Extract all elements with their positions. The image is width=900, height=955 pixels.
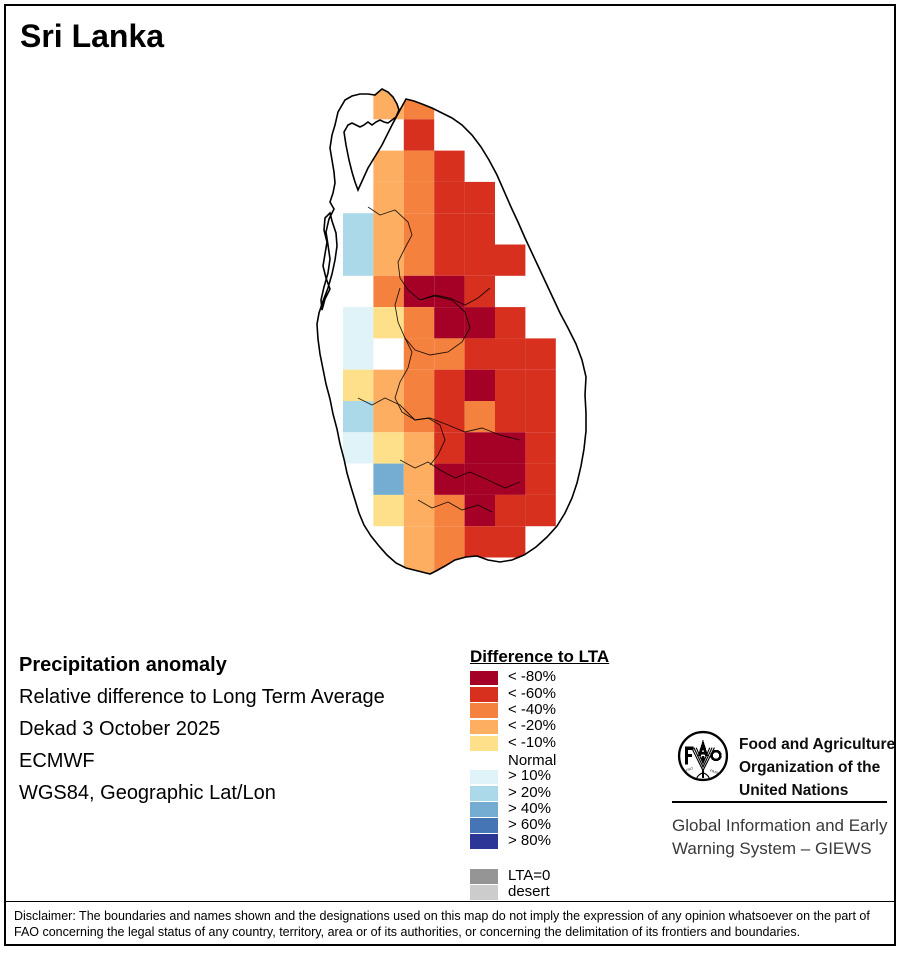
svg-text:FIAT: FIAT: [685, 766, 694, 772]
svg-text:PANIS: PANIS: [709, 769, 721, 776]
